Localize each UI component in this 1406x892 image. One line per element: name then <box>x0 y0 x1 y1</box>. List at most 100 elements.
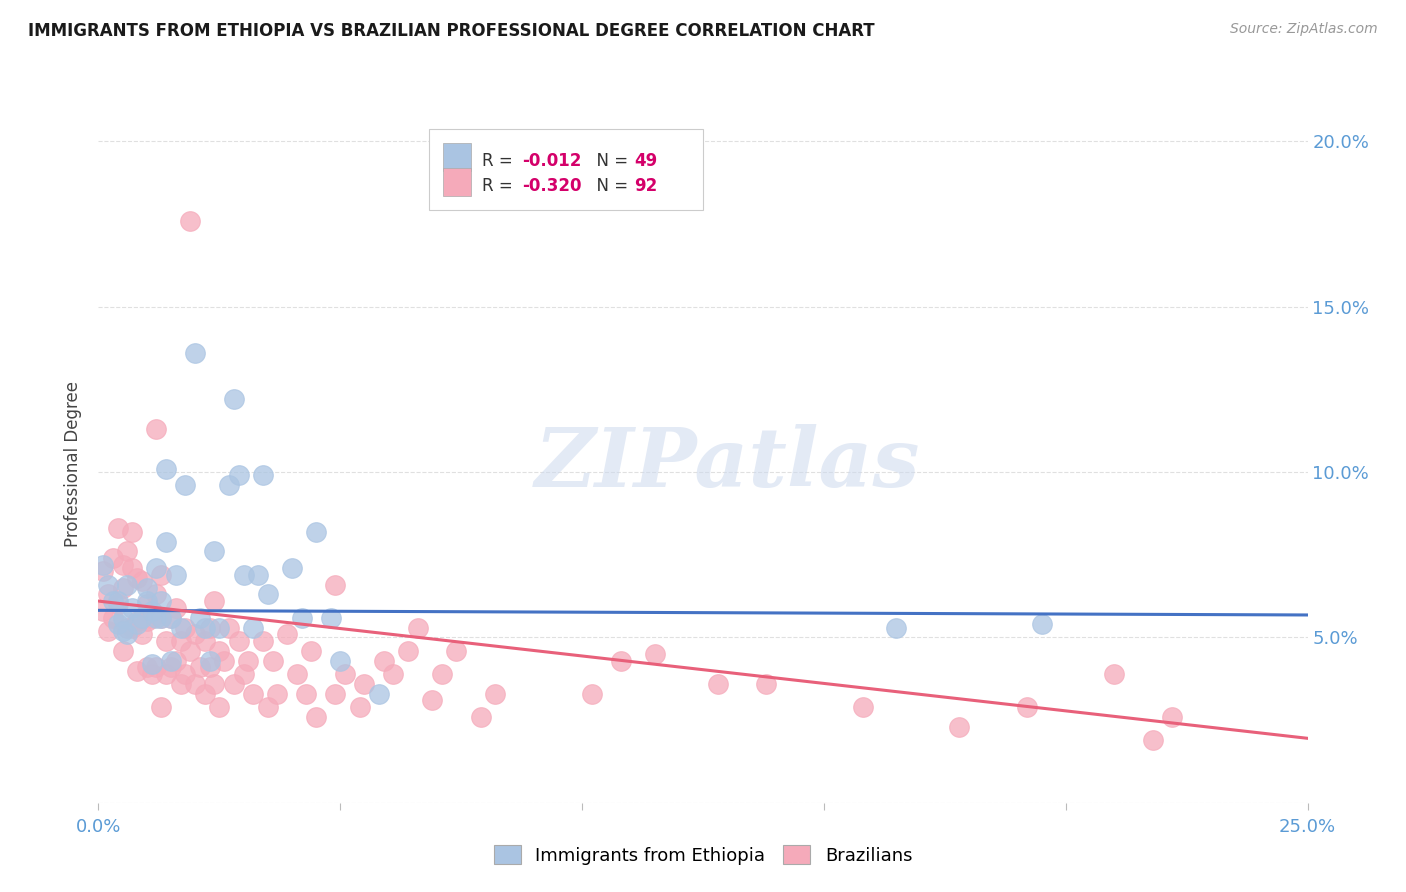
Point <box>406 621 429 635</box>
Point <box>266 687 288 701</box>
Y-axis label: Professional Degree: Professional Degree <box>65 381 83 547</box>
Point <box>262 654 284 668</box>
Point <box>165 654 187 668</box>
Point <box>131 610 153 624</box>
Point <box>150 610 173 624</box>
Point <box>179 214 201 228</box>
Point <box>247 567 270 582</box>
Point <box>127 664 149 678</box>
Point <box>117 577 139 591</box>
Point <box>91 604 114 618</box>
Point <box>706 677 728 691</box>
Point <box>198 660 221 674</box>
Point <box>252 468 274 483</box>
Point <box>150 699 173 714</box>
Point <box>127 617 149 632</box>
Point <box>131 627 153 641</box>
Point <box>232 567 254 582</box>
Point <box>169 633 191 648</box>
Point <box>155 534 177 549</box>
Point <box>111 610 134 624</box>
Point <box>121 600 143 615</box>
Point <box>184 346 207 360</box>
Point <box>111 643 134 657</box>
Point <box>1015 699 1038 714</box>
Point <box>446 643 468 657</box>
Point <box>155 462 177 476</box>
Point <box>131 574 153 589</box>
Point <box>97 587 120 601</box>
Point <box>135 614 157 628</box>
Point <box>325 687 347 701</box>
Point <box>169 621 191 635</box>
Text: Source: ZipAtlas.com: Source: ZipAtlas.com <box>1230 22 1378 37</box>
Point <box>319 610 342 624</box>
Point <box>194 633 217 648</box>
Point <box>333 666 356 681</box>
Text: -0.012: -0.012 <box>522 153 581 170</box>
Point <box>1102 666 1125 681</box>
Point <box>420 693 443 707</box>
Point <box>160 610 183 624</box>
Point <box>145 660 167 674</box>
Point <box>242 687 264 701</box>
Point <box>169 677 191 691</box>
Point <box>232 666 254 681</box>
Point <box>256 699 278 714</box>
Point <box>218 478 240 492</box>
Point <box>107 594 129 608</box>
Point <box>430 666 453 681</box>
Point <box>228 468 250 483</box>
Point <box>329 654 352 668</box>
Point <box>382 666 405 681</box>
Point <box>188 610 211 624</box>
Point <box>111 624 134 638</box>
Point <box>228 633 250 648</box>
Point <box>581 687 603 701</box>
Point <box>160 610 183 624</box>
Point <box>101 610 124 624</box>
Point <box>305 524 328 539</box>
Point <box>174 666 197 681</box>
Point <box>396 643 419 657</box>
Point <box>145 422 167 436</box>
Point <box>1031 617 1053 632</box>
Point <box>218 621 240 635</box>
Point <box>127 571 149 585</box>
Point <box>353 677 375 691</box>
Point <box>150 594 173 608</box>
Point <box>484 687 506 701</box>
Point <box>1142 733 1164 747</box>
Point <box>204 594 226 608</box>
Point <box>174 478 197 492</box>
Point <box>281 561 304 575</box>
Point <box>135 581 157 595</box>
Point <box>305 710 328 724</box>
Point <box>145 561 167 575</box>
Point <box>107 521 129 535</box>
Point <box>325 577 347 591</box>
Point <box>117 627 139 641</box>
Point <box>852 699 875 714</box>
Point <box>135 660 157 674</box>
Point <box>117 621 139 635</box>
Point <box>165 567 187 582</box>
Point <box>174 621 197 635</box>
Point <box>150 567 173 582</box>
Point <box>127 614 149 628</box>
Point <box>121 621 143 635</box>
Point <box>276 627 298 641</box>
Point <box>349 699 371 714</box>
Point <box>165 600 187 615</box>
Point <box>290 610 312 624</box>
Point <box>373 654 395 668</box>
Point <box>212 654 235 668</box>
Point <box>948 720 970 734</box>
Point <box>101 551 124 566</box>
Text: N =: N = <box>586 178 634 195</box>
Point <box>101 594 124 608</box>
Point <box>198 654 221 668</box>
Point <box>160 660 183 674</box>
Point <box>886 621 908 635</box>
Legend: Immigrants from Ethiopia, Brazilians: Immigrants from Ethiopia, Brazilians <box>486 838 920 871</box>
